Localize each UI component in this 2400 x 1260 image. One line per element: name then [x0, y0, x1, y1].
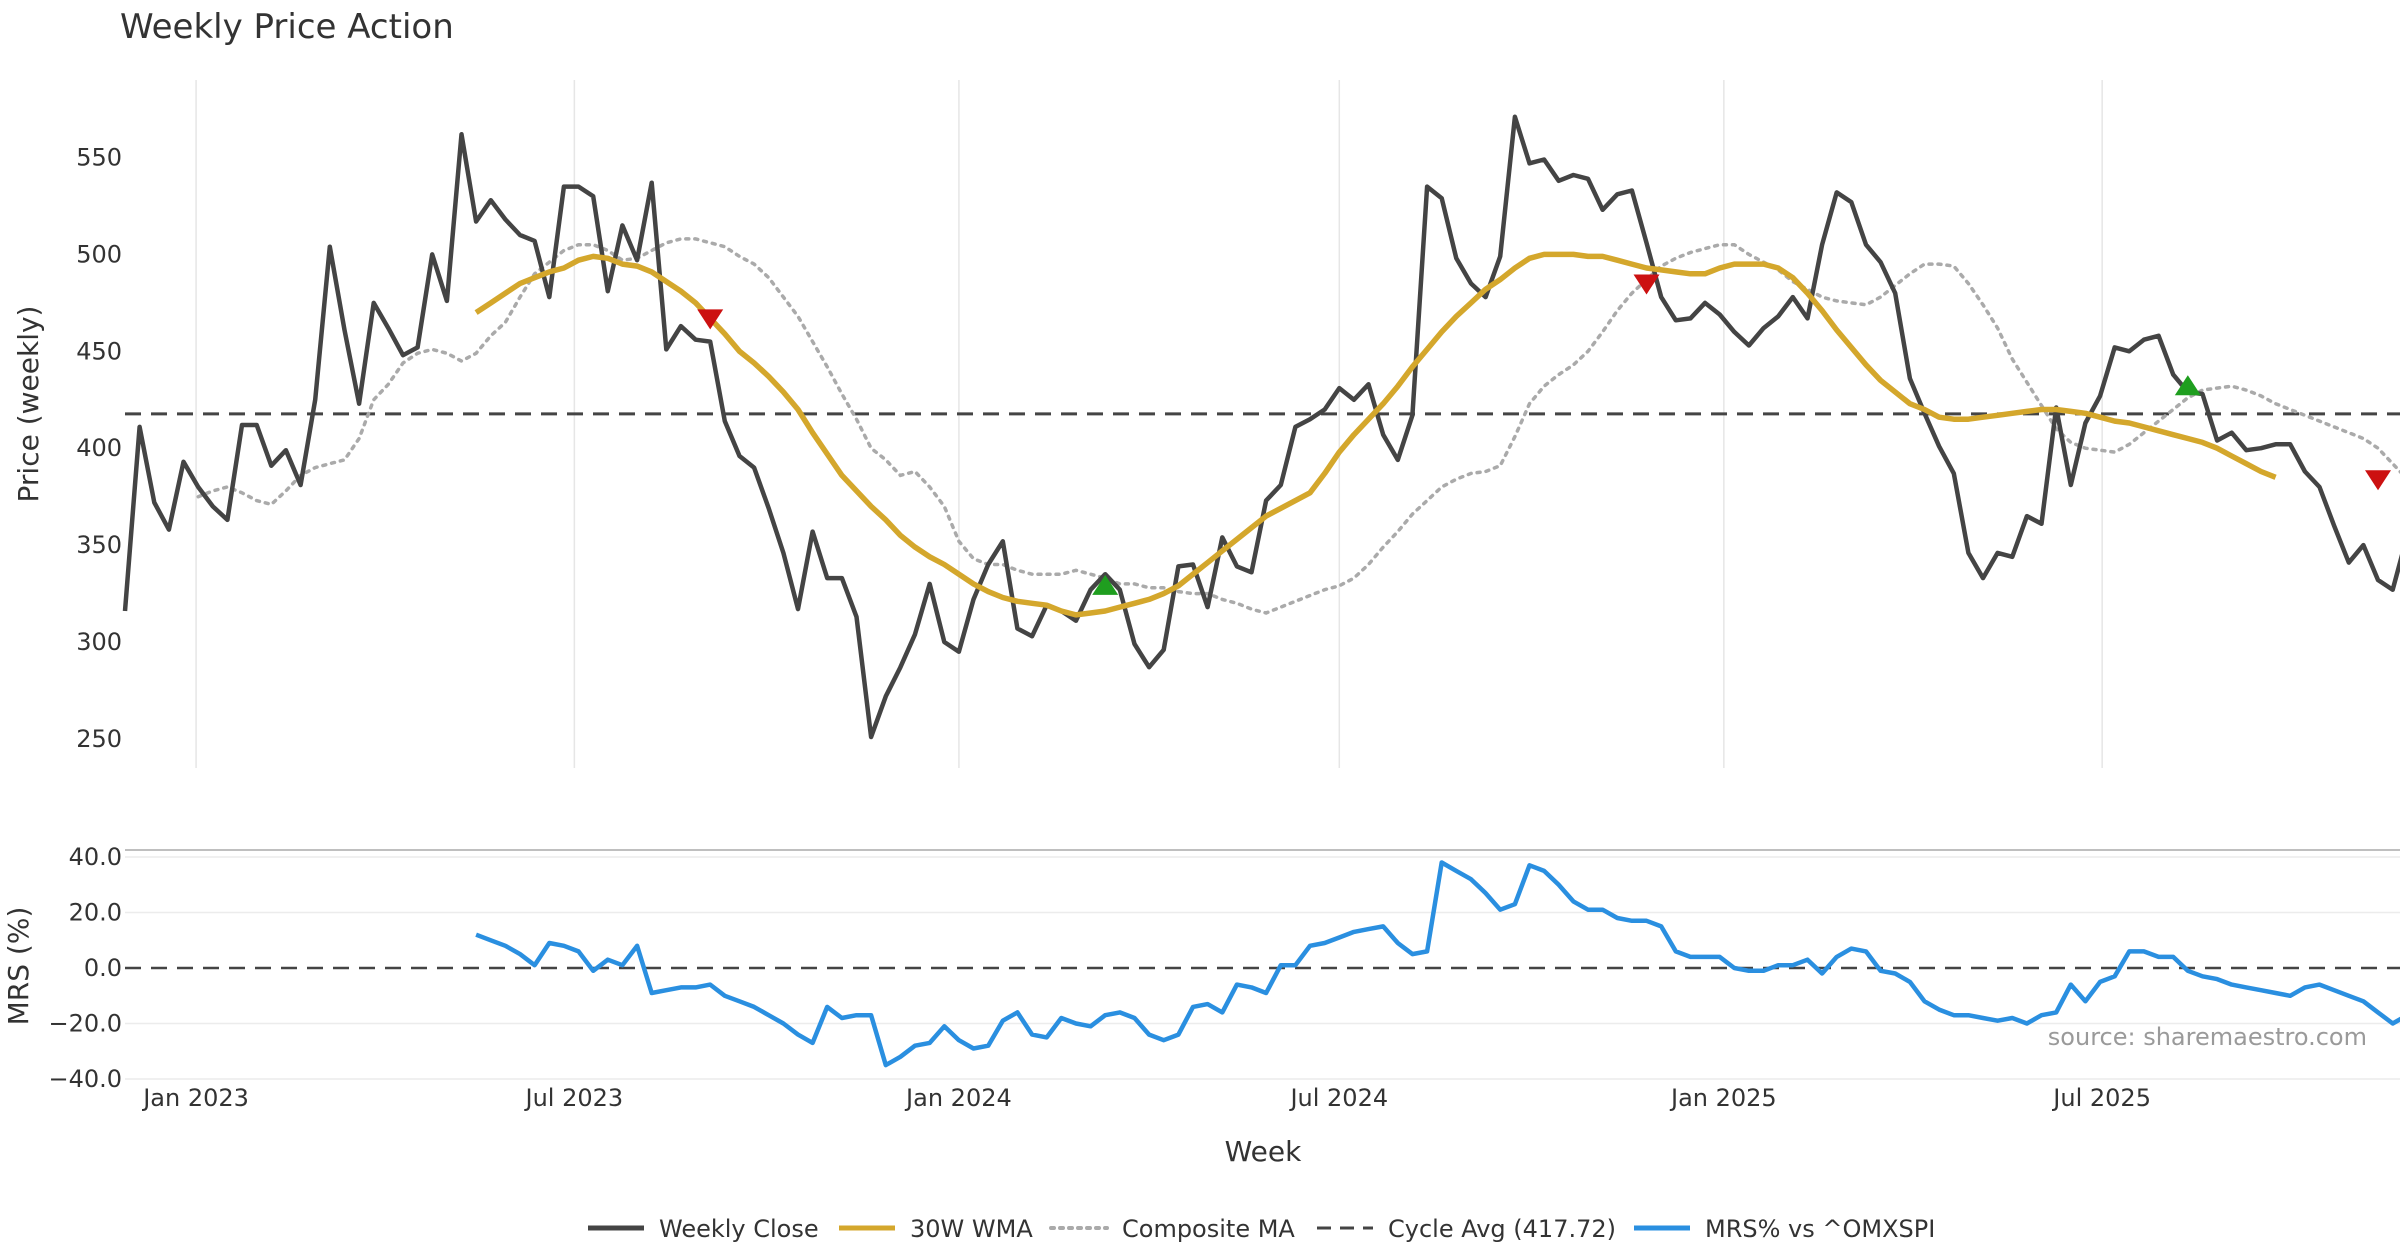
sell-signal-marker-2	[2365, 470, 2392, 491]
legend-label-4: MRS% vs ^OMXSPI	[1705, 1215, 1935, 1243]
signal-markers	[697, 274, 2392, 595]
x-tick-label-3: Jul 2024	[1288, 1084, 1388, 1112]
x-tick-label-1: Jul 2023	[524, 1084, 624, 1112]
price-y-ticks: 250 300 350 400 450 500 550	[76, 144, 122, 753]
legend-label-1: 30W WMA	[910, 1215, 1033, 1243]
mrs-y-tick-3: 20.0	[69, 899, 122, 927]
wma-30w-line	[474, 251, 2277, 618]
x-axis-label: Week	[1225, 1135, 1302, 1168]
sell-signal-marker-0	[697, 309, 724, 330]
mrs-y-ticks: −40.0 −20.0 0.0 20.0 40.0	[48, 843, 122, 1093]
price-y-tick-450: 450	[76, 337, 122, 365]
mrs-y-tick-4: 40.0	[69, 843, 122, 871]
price-y-tick-350: 350	[76, 531, 122, 559]
legend-label-3: Cycle Avg (417.72)	[1388, 1215, 1616, 1243]
x-tick-label-4: Jan 2025	[1669, 1084, 1777, 1112]
mrs-y-tick-2: 0.0	[84, 954, 122, 982]
mrs-grid	[125, 856, 2400, 1080]
mrs-y-tick-1: −20.0	[48, 1010, 122, 1038]
chart-title: Weekly Price Action	[120, 7, 454, 47]
weekly-close-line	[122, 114, 2400, 740]
price-y-tick-550: 550	[76, 144, 122, 172]
x-axis-ticks: Jan 2023 Jul 2023 Jan 2024 Jul 2024 Jan 2025…	[141, 1084, 2151, 1112]
source-note: source: sharemaestro.com	[2048, 1023, 2367, 1051]
buy-signal-marker-1	[2174, 375, 2201, 396]
mrs-line	[475, 860, 2400, 1068]
buy-signal-marker-0	[1092, 574, 1119, 595]
x-tick-label-5: Jul 2025	[2051, 1084, 2151, 1112]
legend-label-2: Composite MA	[1122, 1215, 1295, 1243]
mrs-y-tick-0: −40.0	[48, 1065, 122, 1093]
sell-signal-marker-1	[1633, 274, 1660, 295]
x-tick-label-0: Jan 2023	[141, 1084, 249, 1112]
price-y-axis-label: Price (weekly)	[12, 306, 45, 503]
legend-label-0: Weekly Close	[659, 1215, 819, 1243]
mrs-y-axis-label: MRS (%)	[2, 907, 35, 1026]
x-tick-label-2: Jan 2024	[904, 1084, 1012, 1112]
price-y-tick-250: 250	[76, 725, 122, 753]
price-y-tick-500: 500	[76, 240, 122, 268]
mrs-series	[475, 860, 2400, 1068]
price-y-tick-300: 300	[76, 628, 122, 656]
legend: Weekly Close 30W WMA Composite MA Cycle Avg…	[588, 1215, 1935, 1243]
price-y-tick-400: 400	[76, 434, 122, 462]
price-series	[122, 114, 2400, 740]
price-grid	[195, 80, 2103, 768]
